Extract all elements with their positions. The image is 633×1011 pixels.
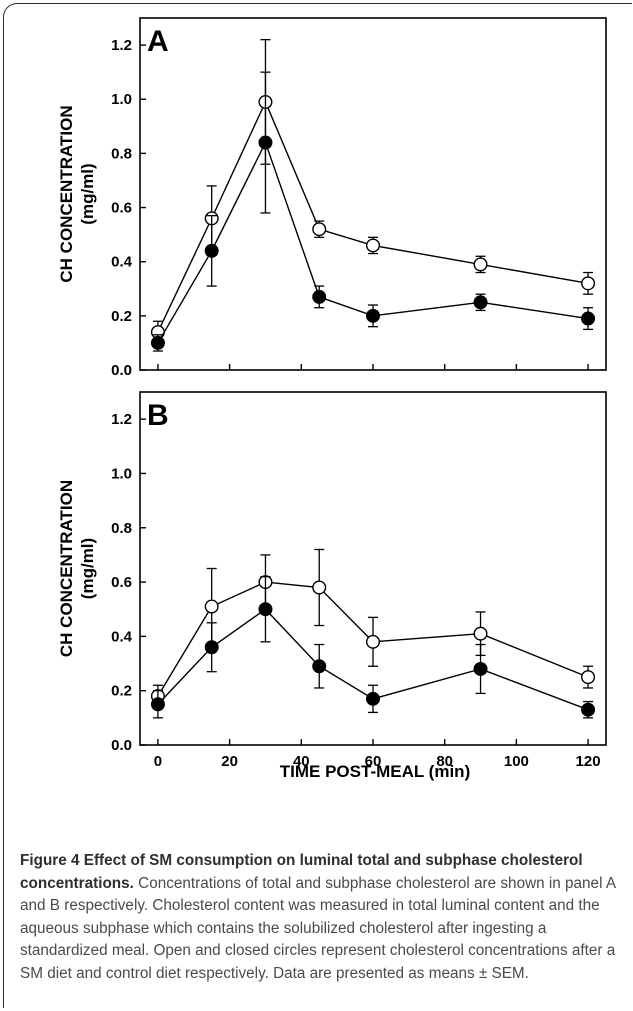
y-tick-label: 0.0 — [111, 737, 132, 754]
y-tick-label: 0.4 — [111, 254, 133, 271]
data-point-filled — [581, 311, 596, 326]
data-point-open — [473, 626, 488, 641]
y-tick-label: 0.0 — [111, 362, 132, 379]
y-axis-unit: (mg/ml) — [78, 538, 97, 599]
data-point-filled — [150, 697, 165, 712]
data-point-open — [204, 599, 219, 614]
data-point-filled — [366, 691, 381, 706]
y-tick-label: 0.6 — [111, 200, 132, 217]
data-point-filled — [204, 640, 219, 655]
figure-frame — [3, 3, 632, 1008]
data-point-filled — [258, 602, 273, 617]
x-tick-label: 0 — [154, 753, 162, 770]
x-tick-label: 20 — [221, 753, 238, 770]
y-tick-label: 0.2 — [111, 308, 132, 325]
panel-label: A — [147, 25, 169, 58]
x-tick-label: 40 — [293, 753, 310, 770]
y-tick-label: 1.0 — [111, 465, 132, 482]
x-tick-label: 100 — [504, 753, 529, 770]
y-tick-label: 1.2 — [111, 411, 132, 428]
y-axis-unit: (mg/ml) — [78, 163, 97, 224]
data-point-filled — [312, 659, 327, 674]
data-point-open — [312, 580, 327, 595]
series-line-open — [157, 100, 589, 333]
y-tick-label: 0.6 — [111, 574, 132, 591]
data-point-open — [366, 238, 381, 253]
data-point-filled — [473, 295, 488, 310]
data-point-open — [473, 257, 488, 272]
data-point-open — [581, 670, 596, 685]
panel-a: 0.0 0.2 0.4 0.6 0.8 1.0 1.2 CH CONCENTRATION (mg… — [57, 17, 607, 379]
data-point-filled — [312, 289, 327, 304]
y-tick-label: 1.0 — [111, 91, 132, 108]
data-point-open — [312, 222, 327, 237]
caption-body: Concentrations of total and subphase cho… — [20, 874, 616, 982]
data-point-filled — [473, 661, 488, 676]
y-tick-label: 0.2 — [111, 683, 132, 700]
y-tick-label: 0.8 — [111, 145, 132, 162]
data-point-open — [581, 276, 596, 291]
caption-title: Figure 4 Effect of SM consumption on lum… — [20, 852, 583, 892]
panel-b: 0.0 0.2 0.4 0.6 0.8 1.0 1.2 0 20 40 60 80 100 120 CH C… — [57, 391, 607, 770]
figure: 0.00.20.40.60.81.01.2CH CONCENTRATION (mg… — [57, 17, 607, 781]
data-point-filled — [258, 135, 273, 150]
y-tick-label: 0.8 — [111, 520, 132, 537]
y-tick-label: 1.2 — [111, 37, 132, 54]
data-point-filled — [204, 243, 219, 258]
x-tick-label: 60 — [365, 753, 382, 770]
y-tick-label: 0.4 — [111, 628, 133, 645]
y-axis-title: CH CONCENTRATION — [57, 480, 76, 657]
x-tick-label: 120 — [576, 753, 601, 770]
panel-label: B — [147, 399, 169, 432]
y-axis-title: CH CONCENTRATION — [57, 105, 76, 282]
data-point-open — [366, 634, 381, 649]
data-point-filled — [150, 335, 165, 350]
x-axis-title: TIME POST-MEAL (min) — [280, 762, 470, 781]
data-point-filled — [581, 702, 596, 717]
x-tick-label: 80 — [436, 753, 453, 770]
figure-caption: Figure 4 Effect of SM consumption on lum… — [20, 850, 620, 985]
data-point-filled — [366, 308, 381, 323]
